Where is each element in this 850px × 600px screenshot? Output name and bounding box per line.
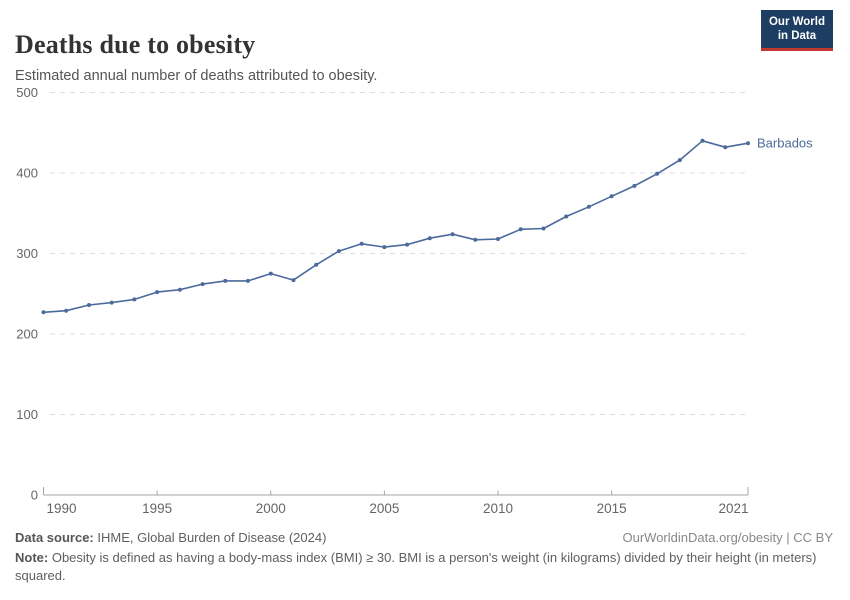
owid-logo: Our World in Data	[760, 10, 833, 51]
data-point-1994[interactable]	[132, 297, 137, 302]
chart-note-text: Obesity is defined as having a body-mass…	[15, 550, 817, 583]
chart-note: Note: Obesity is defined as having a bod…	[15, 549, 833, 585]
data-source-label: Data source:	[15, 530, 94, 545]
y-tick-label-400: 400	[16, 166, 38, 181]
data-point-2011[interactable]	[518, 227, 523, 232]
data-point-2020[interactable]	[723, 145, 728, 150]
data-point-1998[interactable]	[223, 278, 228, 283]
data-point-1990[interactable]	[41, 310, 46, 315]
data-point-2007[interactable]	[427, 236, 432, 241]
data-point-2004[interactable]	[359, 241, 364, 246]
data-point-2012[interactable]	[541, 226, 546, 231]
data-point-1997[interactable]	[200, 282, 205, 287]
data-point-2019[interactable]	[700, 138, 705, 143]
data-point-2014[interactable]	[586, 204, 591, 209]
y-tick-label-200: 200	[16, 327, 38, 342]
chart-note-label: Note:	[15, 550, 49, 565]
data-point-2005[interactable]	[382, 245, 387, 250]
x-tick-label-1995: 1995	[142, 501, 172, 516]
data-point-2018[interactable]	[677, 158, 682, 163]
data-point-2013[interactable]	[564, 214, 569, 219]
chart-title: Deaths due to obesity	[15, 30, 256, 60]
data-point-1993[interactable]	[109, 300, 114, 305]
data-source: Data source: IHME, Global Burden of Dise…	[15, 530, 326, 545]
data-point-2000[interactable]	[268, 271, 273, 276]
data-point-2015[interactable]	[609, 194, 614, 199]
chart-footer: Data source: IHME, Global Burden of Dise…	[15, 530, 833, 585]
data-point-2003[interactable]	[336, 249, 341, 254]
x-tick-label-2010: 2010	[483, 501, 513, 516]
chart-subtitle: Estimated annual number of deaths attrib…	[15, 67, 378, 84]
series-line-barbados[interactable]	[43, 140, 749, 314]
data-point-2017[interactable]	[655, 171, 660, 176]
data-point-1995[interactable]	[155, 290, 160, 295]
x-tick-label-2015: 2015	[597, 501, 627, 516]
data-point-2016[interactable]	[632, 183, 637, 188]
data-point-2021[interactable]	[746, 141, 750, 146]
x-tick-label-2005: 2005	[369, 501, 399, 516]
data-point-1991[interactable]	[64, 308, 69, 313]
y-tick-label-500: 500	[16, 85, 38, 100]
license-link[interactable]: OurWorldinData.org/obesity | CC BY	[622, 530, 834, 545]
owid-logo-line2: in Data	[777, 29, 817, 42]
data-point-2009[interactable]	[473, 237, 478, 242]
data-point-2008[interactable]	[450, 232, 455, 237]
x-tick-label-2021: 2021	[718, 501, 748, 516]
data-point-1999[interactable]	[246, 278, 250, 283]
data-point-2006[interactable]	[405, 242, 410, 247]
y-tick-label-300: 300	[16, 246, 38, 261]
y-tick-label-100: 100	[16, 407, 38, 422]
data-source-text: IHME, Global Burden of Disease (2024)	[93, 530, 327, 545]
x-tick-label-1990: 1990	[47, 501, 77, 516]
y-tick-label-0: 0	[31, 488, 38, 503]
data-point-1996[interactable]	[177, 287, 182, 292]
series-end-label: Barbados	[757, 136, 813, 151]
data-point-2002[interactable]	[314, 262, 319, 267]
owid-logo-line1: Our World	[768, 16, 825, 28]
data-point-2001[interactable]	[291, 278, 296, 283]
data-point-1992[interactable]	[87, 303, 91, 307]
data-point-2010[interactable]	[496, 237, 500, 241]
x-tick-label-2000: 2000	[256, 501, 286, 516]
